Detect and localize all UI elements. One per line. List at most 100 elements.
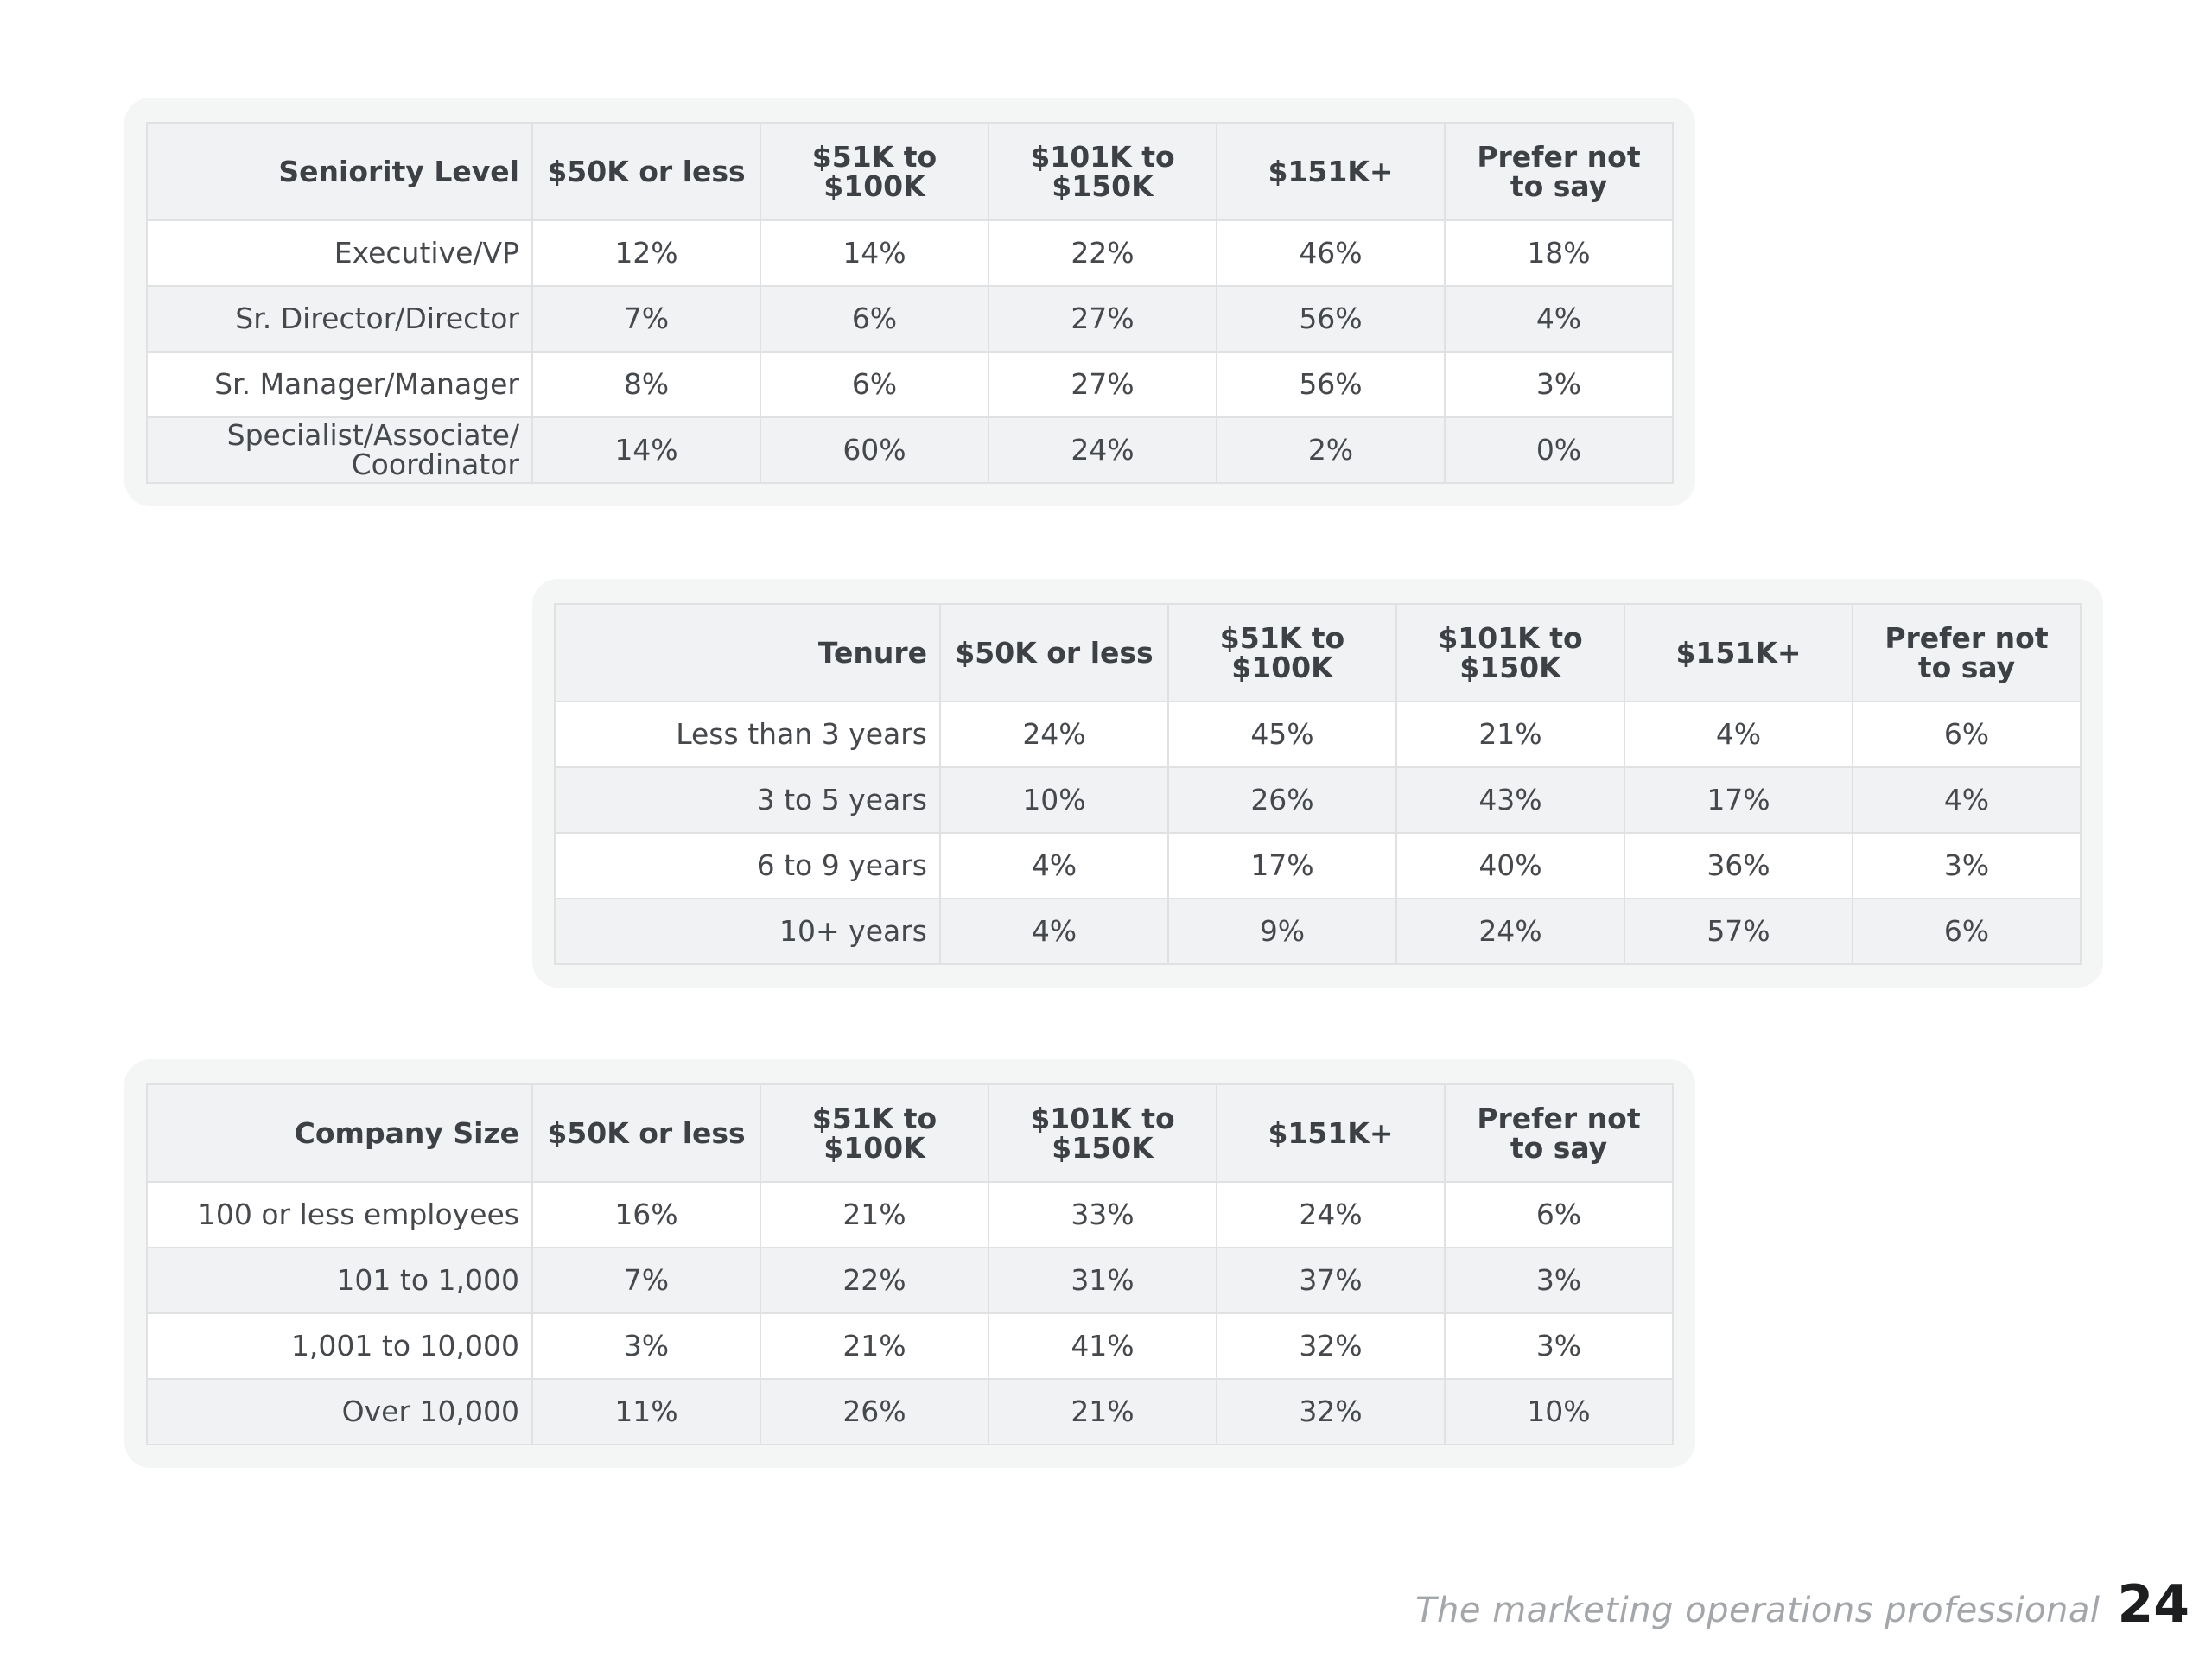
table-cell: 46% [1216,219,1446,287]
table-row: 3 to 5 years 10% 26% 43% 17% 4% [554,766,2082,834]
table-row: Over 10,000 11% 26% 21% 32% 10% [146,1378,1674,1445]
table-cell: 6% [1852,701,2082,768]
table-cell: 11% [531,1378,761,1445]
table-cell: 21% [988,1378,1217,1445]
column-header: Tenure [554,603,941,702]
table-cell: 32% [1216,1312,1446,1380]
column-header: $50K or less [939,603,1169,702]
table-cell: 17% [1167,832,1397,899]
table-cell: 3% [531,1312,761,1380]
table-header-row: Tenure $50K or less $51K to $100K $101K … [554,603,2082,702]
table-row: Sr. Director/Director 7% 6% 27% 56% 4% [146,285,1674,353]
table-row: 1,001 to 10,000 3% 21% 41% 32% 3% [146,1312,1674,1380]
row-label: Sr. Director/Director [146,285,533,353]
table-cell: 45% [1167,701,1397,768]
table-cell: 3% [1444,1312,1674,1380]
table-row: 100 or less employees 16% 21% 33% 24% 6% [146,1181,1674,1248]
table-cell: 8% [531,351,761,418]
table-cell: 43% [1395,766,1625,834]
table-cell: 31% [988,1247,1217,1314]
row-label: Less than 3 years [554,701,941,768]
table-cell: 4% [939,898,1169,965]
table-cell: 24% [1395,898,1625,965]
column-header: $51K to $100K [1167,603,1397,702]
table-row: 101 to 1,000 7% 22% 31% 37% 3% [146,1247,1674,1314]
row-label: Sr. Manager/Manager [146,351,533,418]
column-header: $151K+ [1216,122,1446,221]
column-header: Prefer not to say [1444,122,1674,221]
column-header: $151K+ [1216,1083,1446,1183]
table-header-row: Company Size $50K or less $51K to $100K … [146,1083,1674,1183]
table-cell: 24% [1216,1181,1446,1248]
table-cell: 22% [760,1247,989,1314]
seniority-table-card: Seniority Level $50K or less $51K to $10… [124,98,1695,506]
table-cell: 56% [1216,351,1446,418]
table-cell: 6% [1852,898,2082,965]
table-cell: 7% [531,1247,761,1314]
table-cell: 32% [1216,1378,1446,1445]
table-cell: 10% [939,766,1169,834]
column-header: $101K to $150K [988,1083,1217,1183]
table-row: Executive/VP 12% 14% 22% 46% 18% [146,219,1674,287]
row-label: Specialist/Associate/ Coordinator [146,416,533,484]
table-cell: 21% [760,1312,989,1380]
column-header: $101K to $150K [988,122,1217,221]
table-cell: 41% [988,1312,1217,1380]
footer-caption: The marketing operations professional [1415,1591,2101,1630]
table-cell: 22% [988,219,1217,287]
seniority-salary-table: Seniority Level $50K or less $51K to $10… [146,122,1674,484]
column-header: $51K to $100K [760,1083,989,1183]
tenure-table-card: Tenure $50K or less $51K to $100K $101K … [532,579,2103,988]
company-size-table-card: Company Size $50K or less $51K to $100K … [124,1059,1695,1468]
table-row: Sr. Manager/Manager 8% 6% 27% 56% 3% [146,351,1674,418]
table-cell: 56% [1216,285,1446,353]
column-header: Company Size [146,1083,533,1183]
table-cell: 40% [1395,832,1625,899]
table-cell: 0% [1444,416,1674,484]
table-row: Less than 3 years 24% 45% 21% 4% 6% [554,701,2082,768]
table-cell: 27% [988,351,1217,418]
row-label: 101 to 1,000 [146,1247,533,1314]
table-row: Specialist/Associate/ Coordinator 14% 60… [146,416,1674,484]
table-cell: 4% [1444,285,1674,353]
table-cell: 2% [1216,416,1446,484]
column-header: Prefer not to say [1852,603,2082,702]
table-cell: 14% [531,416,761,484]
row-label: 3 to 5 years [554,766,941,834]
table-cell: 21% [760,1181,989,1248]
table-cell: 14% [760,219,989,287]
table-cell: 4% [1852,766,2082,834]
table-cell: 9% [1167,898,1397,965]
table-cell: 7% [531,285,761,353]
table-cell: 26% [1167,766,1397,834]
table-cell: 3% [1444,351,1674,418]
table-cell: 60% [760,416,989,484]
table-cell: 6% [760,351,989,418]
table-cell: 6% [760,285,989,353]
page-footer: The marketing operations professional 24 [1415,1574,2190,1635]
table-row: 6 to 9 years 4% 17% 40% 36% 3% [554,832,2082,899]
column-header: Prefer not to say [1444,1083,1674,1183]
table-row: 10+ years 4% 9% 24% 57% 6% [554,898,2082,965]
table-cell: 24% [988,416,1217,484]
table-cell: 12% [531,219,761,287]
tenure-salary-table: Tenure $50K or less $51K to $100K $101K … [554,603,2082,965]
table-cell: 57% [1624,898,1853,965]
column-header: Seniority Level [146,122,533,221]
table-cell: 17% [1624,766,1853,834]
table-cell: 6% [1444,1181,1674,1248]
row-label: Over 10,000 [146,1378,533,1445]
table-cell: 26% [760,1378,989,1445]
table-cell: 4% [1624,701,1853,768]
row-label: 6 to 9 years [554,832,941,899]
table-cell: 21% [1395,701,1625,768]
table-cell: 3% [1444,1247,1674,1314]
table-cell: 10% [1444,1378,1674,1445]
table-cell: 3% [1852,832,2082,899]
row-label: 1,001 to 10,000 [146,1312,533,1380]
row-label: 10+ years [554,898,941,965]
table-cell: 16% [531,1181,761,1248]
column-header: $101K to $150K [1395,603,1625,702]
column-header: $51K to $100K [760,122,989,221]
column-header: $50K or less [531,122,761,221]
